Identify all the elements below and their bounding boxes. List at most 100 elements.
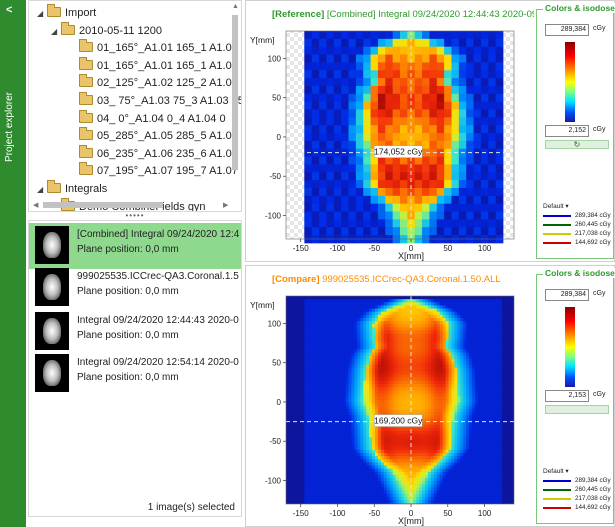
dose-cell: [327, 314, 332, 319]
dose-cell: [354, 321, 358, 325]
dose-cell: [342, 305, 346, 309]
dose-cell: [330, 481, 335, 485]
tree-item[interactable]: ◢ Integrals: [37, 179, 107, 199]
dose-cell: [355, 140, 364, 150]
scroll-up-icon[interactable]: ▲: [232, 3, 239, 10]
dose-cell: [342, 343, 346, 347]
dose-cell: [419, 361, 423, 366]
dose-cell: [380, 490, 385, 495]
dose-cell: [307, 330, 311, 335]
reset-colors-button[interactable]: ↻: [545, 140, 609, 149]
dose-cell: [419, 431, 423, 435]
dose-cell: [324, 383, 329, 388]
project-tree[interactable]: ◢ Import ◢ 2010-05-11 1200 01_165°_A1.01 165…: [28, 0, 242, 212]
dose-cell: [348, 377, 352, 382]
reference-tag: [Reference]: [272, 9, 325, 20]
tree-item[interactable]: 05_285°_A1.05 285_5 A1.05 285: [69, 126, 241, 146]
dose-cell: [333, 85, 342, 95]
dose-cell: [495, 387, 499, 391]
max-dose-field[interactable]: 289,384: [545, 24, 589, 36]
isodose-legend-row[interactable]: 260,445 cGy: [543, 221, 613, 229]
dose-cell: [404, 487, 408, 492]
dose-cell: [319, 336, 323, 341]
panel-splitter[interactable]: •••••: [125, 211, 145, 220]
reference-dose-map[interactable]: -150 -100 -50 0 50 100100500-50-100Y[mm]X[mm]…: [246, 1, 536, 263]
dose-cell: [369, 431, 373, 435]
dose-cell: [404, 481, 408, 485]
dose-cell: [330, 371, 335, 375]
isodose-legend-row[interactable]: 217,038 cGy: [543, 230, 613, 238]
dose-cell: [463, 374, 467, 379]
dose-cell: [442, 371, 446, 375]
image-list-item[interactable]: 999025535.ICCrec-QA3.Coronal.1.50.ALLPla…: [29, 265, 241, 311]
dose-cell: [483, 402, 488, 407]
tree-item[interactable]: 01_165°_A1.01 165_1 A1.01 165: [69, 38, 241, 58]
dose-cell: [427, 346, 432, 350]
isodose-preset-label[interactable]: Default ▾: [543, 203, 569, 210]
scroll-left-icon[interactable]: ◀: [33, 202, 39, 209]
dose-cell: [348, 85, 357, 95]
project-explorer-strip[interactable]: < Project explorer: [0, 0, 26, 527]
dose-cell: [351, 383, 355, 388]
dose-cell: [451, 440, 455, 444]
dose-cell: [454, 346, 458, 350]
tree-horizontal-scroll-thumb[interactable]: [43, 202, 163, 208]
tree-item[interactable]: 01_165°_A1.01 165_1 A1.01 165 [0(: [69, 56, 241, 76]
dose-cell: [339, 415, 344, 419]
isodose-legend-row[interactable]: 144,692 cGy: [543, 239, 613, 247]
dose-cell: [401, 471, 405, 476]
dose-cell: [427, 390, 432, 394]
dose-cell: [380, 412, 385, 416]
dose-cell: [304, 187, 313, 197]
collapse-chevron-icon[interactable]: <: [6, 4, 13, 16]
tree-horizontal-scrollbar[interactable]: ◀ ▶: [33, 201, 231, 209]
plane-position: Plane position: 0,0 mm: [77, 244, 179, 255]
dose-cell: [400, 117, 408, 126]
tree-item[interactable]: 04_ 0°_A1.04 0_4 A1.04 0: [69, 109, 226, 129]
dose-cell: [319, 308, 323, 313]
tree-item[interactable]: ◢ 2010-05-11 1200: [51, 21, 162, 41]
image-list-item[interactable]: Integral 09/24/2020 12:54:14 2020-09-24 …: [29, 351, 241, 397]
compare-dose-panel[interactable]: -150 -100 -50 0 50 100 100 50 0 -50 -100 Y[mm] X[mm]…: [245, 265, 615, 527]
dose-cell: [492, 361, 497, 366]
dose-cell: [319, 459, 323, 463]
compare-dose-map[interactable]: -150 -100 -50 0 50 100100500-50-100Y[mm]X[mm]…: [246, 266, 536, 527]
dose-cell: [385, 211, 394, 220]
dose-cell: [345, 336, 349, 341]
dose-cell: [345, 443, 349, 448]
expand-toggle-icon[interactable]: ◢: [37, 185, 44, 194]
dose-cell: [348, 361, 352, 366]
dose-cell: [486, 358, 491, 363]
dose-cell: [333, 101, 342, 110]
color-scale-bar[interactable]: [565, 42, 575, 122]
image-list[interactable]: [Combined] Integral 09/24/2020 12:44:43 …: [28, 220, 242, 517]
reference-dose-panel[interactable]: -150 -100 -50 0 50 100 100 50 0 -50 -100 Y[mm] X[mm]…: [245, 0, 615, 262]
dose-cell: [348, 387, 352, 391]
tree-item[interactable]: 07_195°_A1.07 195_7 A1.07 195: [69, 161, 241, 181]
dose-cell: [486, 339, 491, 344]
expand-toggle-icon[interactable]: ◢: [51, 26, 58, 36]
tree-item[interactable]: 06_235°_A1.06 235_6 A1.06 235: [69, 144, 241, 164]
image-list-item[interactable]: [Combined] Integral 09/24/2020 12:44:43 …: [29, 223, 241, 269]
dose-cell: [430, 377, 435, 382]
dose-cell: [360, 333, 364, 338]
dose-cell: [313, 358, 317, 363]
tree-vertical-scrollbar[interactable]: ▲: [231, 3, 239, 201]
scroll-right-icon[interactable]: ▶: [223, 202, 229, 209]
dose-cell: [480, 70, 489, 79]
min-dose-field[interactable]: 2,152: [545, 125, 589, 137]
tree-item[interactable]: 03_ 75°_A1.03 75_3 A1.03 75: [69, 91, 241, 111]
dose-cell: [483, 358, 488, 363]
image-list-item[interactable]: Integral 09/24/2020 12:44:43 2020-09-24 …: [29, 309, 241, 355]
expand-toggle-icon[interactable]: ◢: [37, 9, 44, 18]
tree-vertical-scroll-thumb[interactable]: [232, 15, 238, 170]
dose-cell: [354, 412, 358, 416]
dose-cell: [433, 368, 438, 372]
tree-item[interactable]: 02_125°_A1.02 125_2 A1.02 125: [69, 73, 241, 93]
dose-cell: [310, 434, 314, 438]
dose-cell: [395, 302, 399, 306]
dose-cell: [416, 324, 420, 328]
tree-item[interactable]: ◢ Import: [37, 3, 96, 23]
isodose-legend-row[interactable]: 289,384 cGy: [543, 212, 613, 220]
dose-cell: [333, 78, 342, 87]
